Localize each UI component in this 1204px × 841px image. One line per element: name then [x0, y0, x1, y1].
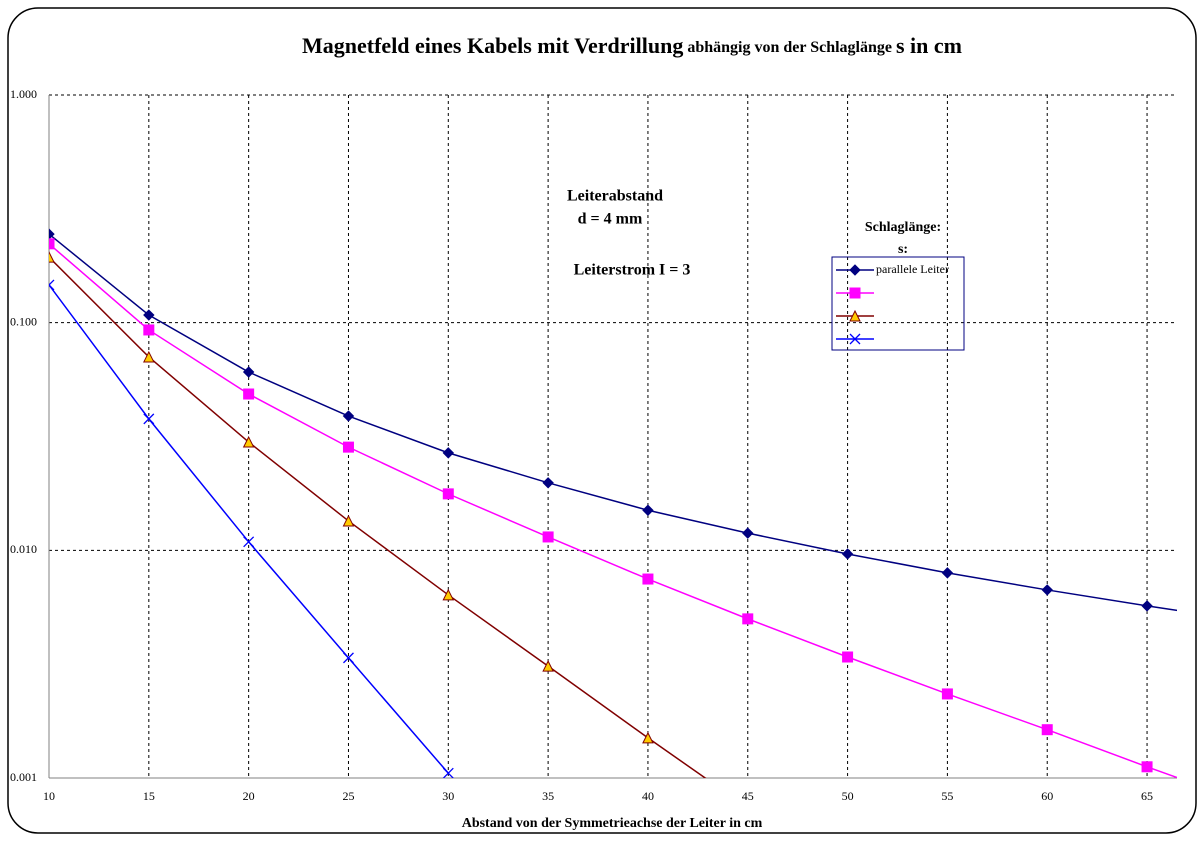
marker [849, 309, 861, 322]
legend-title: Schlaglänge: [865, 220, 941, 235]
x-tick-label: 50 [842, 789, 854, 803]
marker [542, 477, 554, 489]
legend-title: s: [898, 242, 908, 257]
x-tick-label: 65 [1141, 789, 1153, 803]
x-tick-label: 25 [342, 789, 354, 803]
marker [143, 413, 155, 425]
marker [242, 366, 255, 378]
marker [243, 536, 255, 548]
marker [143, 350, 155, 363]
marker [642, 573, 654, 585]
marker [842, 651, 854, 663]
marker [1141, 761, 1153, 773]
marker [143, 324, 155, 336]
marker [1041, 584, 1053, 596]
marker [742, 527, 754, 539]
marker [742, 613, 754, 625]
plot-area [49, 228, 1177, 778]
marker [542, 531, 554, 543]
marker [342, 514, 355, 527]
chart-frame [7, 7, 1197, 834]
marker [49, 279, 55, 291]
marker [841, 548, 854, 560]
annotation: d = 4 mm [578, 211, 643, 228]
marker [342, 410, 355, 422]
x-tick-label: 10 [43, 789, 55, 803]
chart-title: Magnetfeld eines Kabels mit Verdrillung … [302, 33, 962, 58]
legend-box [831, 256, 965, 351]
series-line [49, 256, 707, 778]
marker [849, 287, 861, 299]
marker [849, 333, 861, 345]
marker [49, 228, 55, 240]
x-axis-label: Abstand von der Symmetrieachse der Leite… [462, 816, 763, 831]
marker [642, 504, 654, 516]
marker [1041, 724, 1053, 736]
marker [242, 435, 255, 448]
x-tick-label: 40 [642, 789, 654, 803]
marker [542, 660, 554, 672]
title-main: Magnetfeld eines Kabels mit Verdrillung [302, 33, 683, 58]
y-tick-label: 0.100 [10, 314, 37, 328]
marker [642, 731, 654, 744]
x-tick-label: 20 [243, 789, 255, 803]
marker [941, 688, 953, 700]
marker [941, 567, 954, 579]
y-tick-label: 1.000 [10, 87, 37, 101]
marker [243, 388, 255, 400]
marker [442, 447, 454, 459]
title-unit: s in cm [896, 33, 962, 58]
annotation: Leiterabstand [567, 188, 663, 205]
y-tick-label: 0.001 [10, 770, 37, 784]
marker [143, 309, 155, 321]
marker [442, 767, 454, 778]
annotation: Leiterstrom I = 3 [574, 262, 691, 279]
x-tick-label: 35 [542, 789, 554, 803]
x-tick-label: 30 [442, 789, 454, 803]
marker [442, 488, 454, 500]
x-tick-label: 55 [941, 789, 953, 803]
x-tick-label: 45 [742, 789, 754, 803]
title-sub: abhängig von der Schlaglänge [687, 39, 892, 56]
x-tick-label: 60 [1041, 789, 1053, 803]
legend: Schlaglänge: s: parallele Leiter [831, 220, 965, 351]
marker [442, 588, 455, 601]
marker [342, 441, 354, 453]
marker [849, 264, 861, 276]
marker [49, 238, 55, 250]
x-tick-label: 15 [143, 789, 155, 803]
y-tick-label: 0.010 [10, 542, 37, 556]
legend-label: parallele Leiter [876, 262, 949, 276]
marker [49, 251, 55, 263]
marker [1141, 600, 1153, 612]
marker [343, 652, 354, 664]
